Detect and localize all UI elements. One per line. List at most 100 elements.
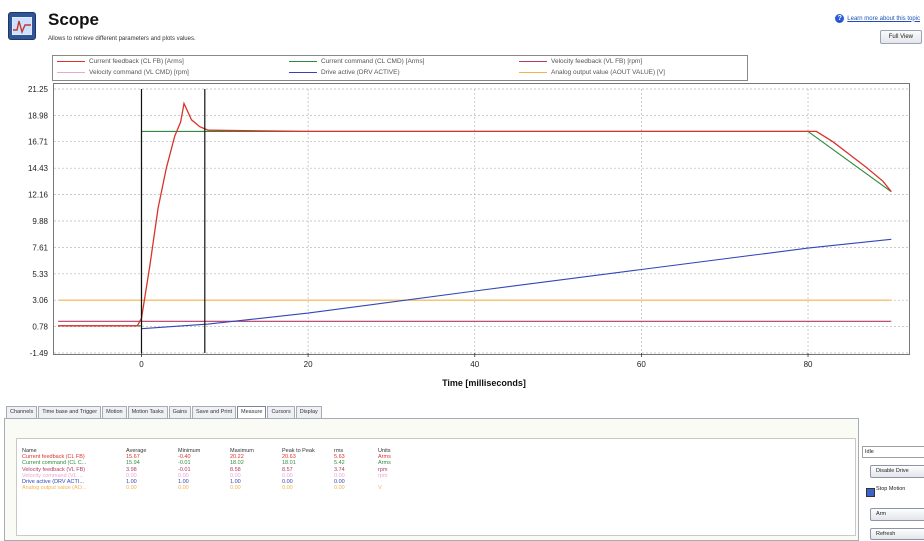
x-axis-ticks: 0 20 40 60 80: [139, 353, 813, 369]
legend-label: Velocity feedback (VL FB) [rpm]: [551, 58, 643, 65]
learn-more-label: Learn more about this topic: [847, 15, 920, 22]
measure-row[interactable]: Velocity command (VL ... 0.00 0.00 0.00 0.00…: [20, 473, 410, 479]
measure-cell: 0.00: [334, 479, 345, 486]
measure-cell: Current feedback (CL FB): [22, 454, 85, 460]
tab-gains[interactable]: Gains: [168, 406, 191, 418]
measure-cell: 0.00: [230, 485, 241, 492]
legend-label: Drive active (DRV ACTIVE): [321, 69, 400, 76]
measure-cell: Arms: [378, 460, 391, 467]
measure-cell: Arms: [378, 454, 391, 460]
column-header[interactable]: Average: [126, 447, 147, 454]
x-tick-label: 20: [304, 360, 313, 369]
measure-cell: Current command (CL C...: [22, 460, 87, 467]
column-header[interactable]: Name: [22, 447, 37, 454]
measure-cell: 3.74: [334, 466, 345, 473]
column-header[interactable]: rms: [334, 447, 344, 454]
learn-more-link[interactable]: ? Learn more about this topic: [835, 14, 920, 23]
y-tick-label: 14.43: [28, 164, 49, 173]
legend-swatch: [519, 72, 547, 73]
chart-legend: Current feedback (CL FB) [Arms] Current …: [52, 55, 748, 81]
page-subtitle: Allows to retrieve different parameters …: [48, 36, 196, 42]
measure-cell: 1.00: [178, 479, 189, 486]
measure-cell: 20.63: [282, 454, 296, 460]
chart-grid: [54, 88, 908, 354]
measure-cell: 8.58: [230, 466, 241, 473]
measure-table: Name Average Minimum Maximum Peak to Peak rms…: [20, 447, 410, 492]
legend-item[interactable]: Velocity feedback (VL FB) [rpm]: [519, 58, 642, 65]
tab-measure[interactable]: Measure: [237, 406, 267, 419]
measure-cell: 1.00: [126, 479, 137, 486]
legend-item[interactable]: Current feedback (CL FB) [Arms]: [57, 58, 184, 65]
refresh-button[interactable]: Refresh: [870, 528, 924, 540]
measure-cell: 8.57: [282, 466, 293, 473]
x-axis-label: Time [milliseconds]: [442, 378, 526, 388]
measure-cell: 0.00: [334, 472, 345, 479]
stop-motion-label[interactable]: Stop Motion: [876, 486, 906, 492]
measure-cell: 0.00: [282, 485, 293, 492]
measure-cell: rpm: [378, 472, 388, 479]
series-line: [141, 238, 892, 330]
scope-state-field[interactable]: Idle: [862, 446, 924, 458]
y-tick-label: 7.61: [32, 243, 48, 252]
column-header[interactable]: Peak to Peak: [282, 447, 315, 454]
column-header[interactable]: Units: [378, 447, 391, 454]
tab-motion[interactable]: Motion: [102, 406, 127, 418]
measure-cell: 0.00: [282, 479, 293, 486]
legend-swatch: [289, 61, 317, 62]
x-tick-label: 60: [637, 360, 646, 369]
y-tick-label: 5.33: [32, 270, 48, 279]
legend-label: Analog output value (AOUT VALUE) [V]: [551, 69, 665, 76]
scope-tabs: Channels Time base and Trigger Motion Motio…: [6, 406, 323, 419]
legend-item[interactable]: Current command (CL CMD) [Arms]: [289, 58, 424, 65]
cursor-group[interactable]: [140, 89, 206, 353]
page-title: Scope: [48, 10, 100, 29]
measure-cell: V: [378, 485, 382, 492]
legend-label: Current feedback (CL FB) [Arms]: [89, 58, 184, 65]
full-view-button[interactable]: Full View: [879, 30, 922, 44]
scope-chart[interactable]: 21.25 18.98 16.71 14.43 12.16 9.88 7.61 5.33 3.0…: [0, 80, 924, 400]
measure-cell: Velocity feedback (VL FB): [22, 466, 86, 473]
plot-area-frame[interactable]: [53, 83, 910, 355]
column-header[interactable]: Minimum: [178, 447, 201, 454]
measure-row[interactable]: Velocity feedback (VL FB) 3.98 -0.01 8.58 8.…: [20, 467, 410, 473]
help-icon: ?: [835, 14, 845, 23]
x-tick-label: 40: [470, 360, 479, 369]
tab-save-and-print[interactable]: Save and Print: [191, 406, 237, 418]
measure-cell: -0.40: [178, 454, 191, 460]
series-line: [58, 130, 892, 327]
stop-motion-icon[interactable]: [866, 488, 875, 497]
measure-cell: -0.01: [178, 460, 191, 467]
tab-display[interactable]: Display: [295, 406, 322, 418]
tab-cursors[interactable]: Cursors: [267, 406, 295, 418]
measure-cell: 15.94: [126, 460, 140, 467]
measure-cell: -0.01: [178, 466, 191, 473]
measure-header-row: Name Average Minimum Maximum Peak to Peak rms…: [20, 447, 410, 454]
measure-table-frame: [16, 438, 856, 536]
measure-cell: 5.63: [334, 454, 345, 460]
y-tick-label: 12.16: [28, 191, 49, 200]
tab-motion-tasks[interactable]: Motion Tasks: [127, 406, 168, 418]
measure-row[interactable]: Current command (CL C... 15.94 -0.01 18.02 1…: [20, 460, 410, 466]
legend-item[interactable]: Velocity command (VL CMD) [rpm]: [57, 69, 189, 76]
measure-cell: 18.02: [230, 460, 244, 467]
measure-cell: 5.42: [334, 460, 345, 467]
arm-button[interactable]: Arm: [870, 508, 924, 521]
measure-cell: 1.00: [230, 479, 241, 486]
measure-cell: Analog output value (AO...: [22, 485, 87, 492]
measure-row[interactable]: Drive active (DRV ACTI... 1.00 1.00 1.00 0.0…: [20, 479, 410, 485]
legend-item[interactable]: Analog output value (AOUT VALUE) [V]: [519, 69, 665, 76]
measure-row[interactable]: Current feedback (CL FB) 15.67 -0.40 20.22 2…: [20, 454, 410, 460]
legend-swatch: [57, 72, 85, 73]
x-tick-label: 0: [139, 360, 144, 369]
measure-cell: 0.00: [230, 472, 241, 479]
legend-item[interactable]: Drive active (DRV ACTIVE): [289, 69, 400, 76]
y-tick-label: -1.49: [30, 349, 49, 358]
measure-row[interactable]: Analog output value (AO... 0.00 0.00 0.00 0.…: [20, 485, 410, 491]
legend-swatch: [57, 61, 85, 62]
legend-swatch: [519, 61, 547, 62]
tab-time-base-and-trigger[interactable]: Time base and Trigger: [38, 406, 102, 418]
measure-cell: 20.22: [230, 454, 244, 460]
column-header[interactable]: Maximum: [230, 447, 254, 454]
disable-drive-button[interactable]: Disable Drive: [870, 465, 924, 478]
tab-channels[interactable]: Channels: [6, 406, 38, 418]
